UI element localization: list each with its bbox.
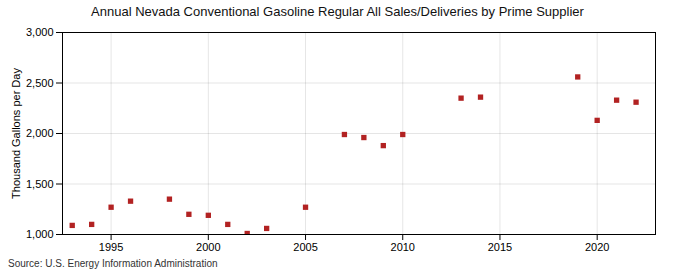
svg-text:3,000: 3,000 xyxy=(26,26,54,38)
svg-text:2020: 2020 xyxy=(585,241,609,253)
html-text:Source: U.S. Energy Informatio: Source: U.S. Energy Information Administ… xyxy=(8,258,218,269)
svg-text:2010: 2010 xyxy=(391,241,415,253)
svg-text:1,000: 1,000 xyxy=(26,228,54,240)
svg-text:2,000: 2,000 xyxy=(26,127,54,139)
svg-text:Thousand Gallons per Day: Thousand Gallons per Day xyxy=(10,68,22,199)
svg-text:2005: 2005 xyxy=(293,241,317,253)
html-text:Annual Nevada Conventional Gas: Annual Nevada Conventional Gasoline Regu… xyxy=(91,4,584,19)
svg-text:1,500: 1,500 xyxy=(26,178,54,190)
svg-text:2015: 2015 xyxy=(488,241,512,253)
svg-text:2,500: 2,500 xyxy=(26,77,54,89)
svg-text:2000: 2000 xyxy=(196,241,220,253)
svg-text:1995: 1995 xyxy=(99,241,123,253)
